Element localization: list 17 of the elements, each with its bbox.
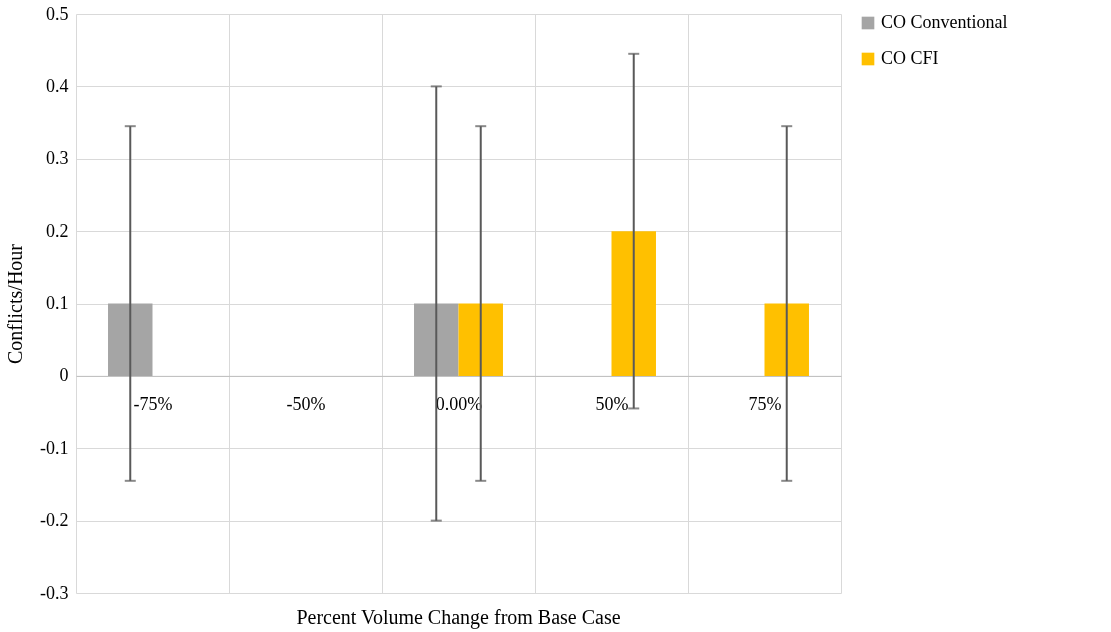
y-tick-label: 0.3 <box>46 148 69 169</box>
y-tick-label: 0.2 <box>46 220 69 241</box>
y-tick-label: -0.1 <box>40 437 69 458</box>
x-axis-title: Percent Volume Change from Base Case <box>296 606 621 629</box>
y-tick-label: -0.3 <box>40 582 69 603</box>
x-tick-label: 50% <box>595 394 629 415</box>
x-tick-label: 75% <box>748 394 782 415</box>
y-tick-label: -0.2 <box>40 510 69 531</box>
y-tick-label: 0.4 <box>46 75 69 96</box>
legend-label: CO Conventional <box>881 12 1008 32</box>
x-tick-label: -75% <box>133 394 173 415</box>
legend-label: CO CFI <box>881 48 939 68</box>
y-tick-label: 0.5 <box>46 3 69 24</box>
y-axis-title: Conflicts/Hour <box>4 243 27 364</box>
y-tick-label: 0.1 <box>46 293 69 313</box>
y-tick-label: 0 <box>59 365 69 386</box>
x-tick-label: -50% <box>286 394 326 415</box>
